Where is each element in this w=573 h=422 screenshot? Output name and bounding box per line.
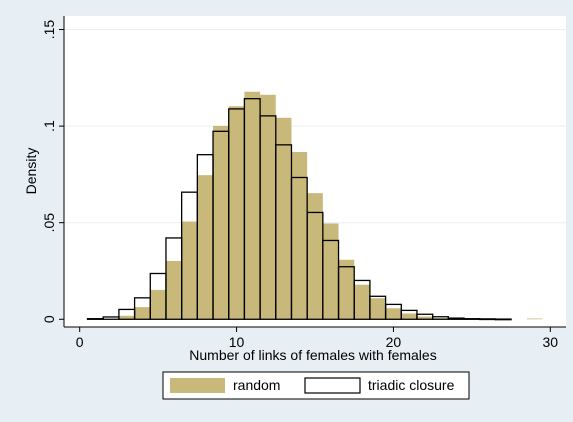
y-tick-label: .15 [41, 20, 57, 40]
x-tick-label: 0 [76, 334, 84, 350]
histogram-bar-random [213, 125, 229, 320]
histogram-bar-triadic-closure [463, 318, 481, 320]
histogram-bar-triadic-closure [86, 318, 104, 320]
histogram-bar-random [228, 106, 245, 320]
legend-swatch-triadic-closure [304, 377, 361, 394]
x-ticks: 0 10 20 30 [76, 327, 559, 350]
histogram-bar-triadic-closure [447, 317, 465, 320]
histogram-bar-random [275, 117, 292, 320]
histogram-bar-random [244, 91, 261, 320]
histogram-bar-random [165, 260, 182, 320]
histogram-bar-random [322, 223, 339, 320]
x-tick-label: 20 [386, 334, 402, 350]
legend-swatch-random [170, 378, 225, 393]
legend-label-triadic-closure: triadic closure [368, 377, 455, 393]
bars-triadic-closure [86, 98, 512, 321]
histogram-bar-random [354, 284, 370, 320]
legend: random triadic closure [162, 371, 470, 400]
x-axis-title: Number of links of females with females [189, 347, 436, 363]
histogram-bar-random [181, 221, 198, 320]
histogram-bar-random [260, 94, 276, 320]
bars-random [103, 91, 543, 320]
legend-label-random: random [233, 377, 280, 393]
x-tick-label: 30 [543, 334, 559, 350]
histogram-bar-random [369, 298, 386, 320]
histogram-bar-random [197, 175, 214, 320]
histogram-bar-random [526, 318, 543, 320]
histogram-bar-random [385, 308, 402, 320]
histogram-bar-random [118, 315, 135, 320]
y-tick-label: 0 [41, 315, 57, 323]
histogram-bar-triadic-closure [494, 318, 512, 321]
histogram-bar-random [134, 307, 151, 320]
x-tick-label: 10 [229, 334, 245, 350]
histogram-bar-random [307, 193, 323, 320]
y-tick-label: .05 [41, 213, 57, 233]
y-axis-title: Density [23, 148, 39, 195]
y-ticks: 0 .05 .1 .15 [41, 20, 64, 323]
histogram-bar-triadic-closure [479, 318, 497, 321]
histogram-bar-random [416, 316, 433, 320]
histogram-bar-random [338, 259, 355, 320]
histogram-bar-random [150, 289, 166, 320]
y-tick-label: .1 [41, 120, 57, 132]
histogram-bar-random [401, 313, 417, 320]
histogram-bar-random [291, 151, 308, 320]
